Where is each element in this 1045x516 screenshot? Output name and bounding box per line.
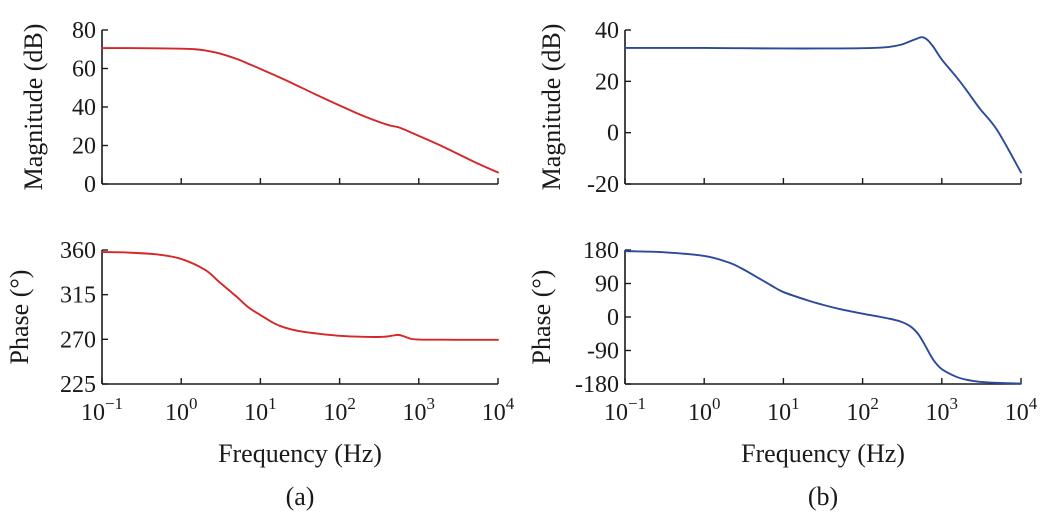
- magnitude-curve: [101, 47, 499, 174]
- y-tick-label: 40: [72, 95, 96, 121]
- magnitude-axis-label: Magnitude (dB): [19, 24, 48, 191]
- x-tick-base: 10: [1005, 400, 1029, 426]
- x-tick-exponent: 2: [870, 394, 879, 413]
- x-tick-exponent: 4: [506, 394, 515, 413]
- x-tick-label: 102: [846, 394, 879, 426]
- y-tick-label: 80: [72, 18, 96, 44]
- panel-label: (a): [286, 482, 315, 511]
- y-tick-label: 315: [60, 283, 96, 309]
- plot-b-magnitude: -20 0 20 40 Magnitude (dB): [537, 18, 1022, 198]
- phase-axis-label: Phase (°): [527, 270, 556, 365]
- frequency-axis-label: Frequency (Hz): [741, 439, 905, 468]
- phase-curve: [101, 251, 499, 341]
- x-tick-label: 104: [482, 394, 515, 426]
- x-tick-label: 103: [403, 394, 436, 426]
- plot-a-magnitude: 0 20 40 60 80 Magnitude (dB): [19, 18, 499, 198]
- x-tick-base: 10: [926, 400, 950, 426]
- y-tick-label: -180: [575, 372, 619, 398]
- y-tick-label: 0: [607, 305, 619, 331]
- x-tick-label: 104: [1005, 394, 1038, 426]
- x-tick-exponent: 0: [712, 394, 721, 413]
- y-tick-label: -90: [587, 339, 619, 365]
- y-tick-label: 225: [60, 372, 96, 398]
- x-tick-exponent: 4: [1029, 394, 1038, 413]
- y-tick-label: 270: [60, 327, 96, 353]
- x-tick-base: 10: [767, 400, 791, 426]
- y-tick-label: 20: [72, 134, 96, 160]
- frequency-axis-label: Frequency (Hz): [218, 439, 382, 468]
- x-tick-base: 10: [604, 400, 628, 426]
- x-tick-label: 10−1: [604, 394, 646, 426]
- x-tick-base: 10: [165, 400, 189, 426]
- x-tick-label: 101: [244, 394, 277, 426]
- y-tick-label: 20: [595, 69, 619, 95]
- x-tick-base: 10: [688, 400, 712, 426]
- x-tick-label: 101: [767, 394, 800, 426]
- x-tick-exponent: −1: [105, 394, 123, 413]
- x-tick-base: 10: [482, 400, 506, 426]
- x-tick-exponent: 1: [268, 394, 277, 413]
- x-tick-base: 10: [323, 400, 347, 426]
- y-tick-label: 180: [583, 238, 619, 264]
- x-tick-base: 10: [244, 400, 268, 426]
- y-tick-label: 60: [72, 57, 96, 83]
- x-tick-label: 10−1: [81, 394, 123, 426]
- x-tick-base: 10: [81, 400, 105, 426]
- x-tick-exponent: 3: [427, 394, 436, 413]
- y-tick-label: 0: [84, 172, 96, 198]
- panel-label: (b): [808, 482, 838, 511]
- x-tick-base: 10: [403, 400, 427, 426]
- magnitude-axis-label: Magnitude (dB): [537, 24, 566, 191]
- x-tick-exponent: 2: [347, 394, 356, 413]
- x-tick-label: 100: [165, 394, 198, 426]
- y-tick-label: 360: [60, 238, 96, 264]
- y-tick-label: 90: [595, 272, 619, 298]
- x-tick-label: 102: [323, 394, 356, 426]
- y-tick-label: -20: [587, 172, 619, 198]
- x-tick-label: 100: [688, 394, 721, 426]
- y-tick-label: 40: [595, 18, 619, 44]
- x-tick-base: 10: [846, 400, 870, 426]
- magnitude-curve: [624, 36, 1022, 174]
- x-tick-exponent: −1: [628, 394, 646, 413]
- x-tick-exponent: 1: [791, 394, 800, 413]
- phase-axis-label: Phase (°): [5, 270, 34, 365]
- x-tick-exponent: 3: [950, 394, 959, 413]
- x-tick-label: 103: [926, 394, 959, 426]
- phase-curve: [624, 250, 1022, 385]
- y-tick-label: 0: [607, 121, 619, 147]
- x-tick-exponent: 0: [189, 394, 198, 413]
